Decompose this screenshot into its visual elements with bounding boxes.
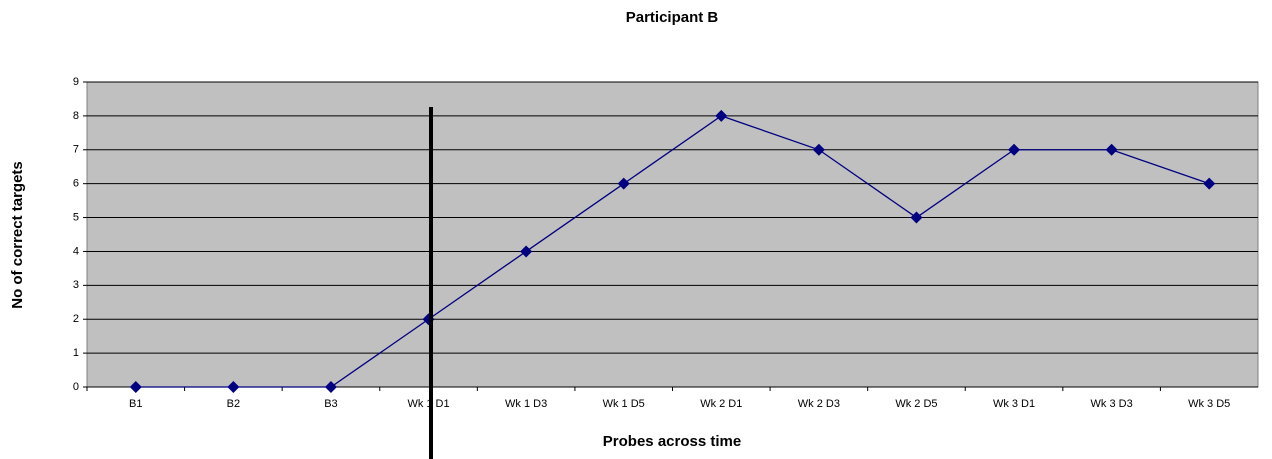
y-tick-label: 1 — [73, 347, 79, 359]
data-point — [324, 381, 337, 393]
chart-title: Participant B — [626, 9, 719, 26]
y-tick-label: 2 — [73, 313, 79, 325]
data-point — [1105, 143, 1118, 156]
x-tick-label: Wk 1 D5 — [603, 398, 645, 410]
x-tick-label: B1 — [129, 398, 142, 410]
plot-area — [86, 81, 1259, 388]
data-point — [812, 143, 825, 156]
data-point — [1203, 177, 1216, 190]
data-point — [227, 381, 240, 393]
x-tick-label: B2 — [227, 398, 240, 410]
x-tick-label: Wk 3 D5 — [1188, 398, 1230, 410]
data-point — [910, 211, 923, 224]
data-point — [520, 245, 533, 258]
x-axis-title: Probes across time — [603, 433, 741, 450]
y-tick-label: 9 — [73, 76, 79, 88]
x-tick-label: Wk 2 D3 — [798, 398, 840, 410]
y-tick-label: 6 — [73, 178, 79, 190]
x-tick-label: Wk 3 D1 — [993, 398, 1035, 410]
y-tick-label: 7 — [73, 144, 79, 156]
data-point — [715, 109, 728, 122]
y-tick-label: 0 — [73, 381, 79, 393]
x-tick-label: Wk 1 D1 — [407, 398, 449, 410]
x-tick-label: Wk 2 D5 — [895, 398, 937, 410]
data-point — [617, 177, 630, 190]
x-tick-label: B3 — [324, 398, 337, 410]
x-tick-label: Wk 1 D3 — [505, 398, 547, 410]
y-tick-label: 8 — [73, 110, 79, 122]
y-tick-label: 4 — [73, 245, 79, 257]
y-tick-label: 3 — [73, 279, 79, 291]
y-tick-label: 5 — [73, 211, 79, 223]
x-tick-label: Wk 3 D3 — [1091, 398, 1133, 410]
data-point — [1008, 143, 1021, 156]
y-axis-title: No of correct targets — [9, 161, 26, 309]
data-line — [135, 115, 1210, 388]
data-point — [129, 381, 142, 393]
x-tick-label: Wk 2 D1 — [700, 398, 742, 410]
